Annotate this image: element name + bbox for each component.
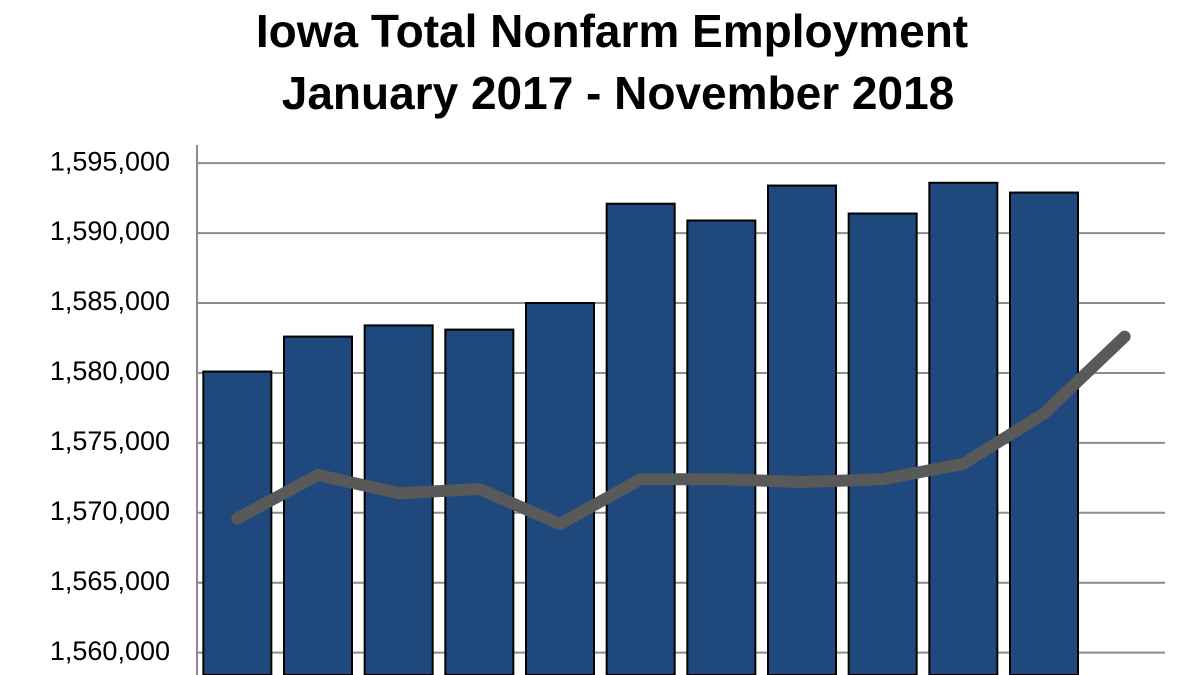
bar	[847, 212, 918, 675]
y-tick-label: 1,580,000	[50, 356, 170, 386]
bar	[363, 324, 434, 675]
chart-subtitle: January 2017 - November 2018	[282, 67, 955, 119]
bar	[283, 335, 353, 675]
bar	[605, 202, 676, 675]
y-tick-label: 1,575,000	[50, 426, 170, 456]
line	[231, 330, 1131, 530]
y-tick-label: 1,590,000	[50, 216, 170, 246]
y-tick-label: 1,565,000	[50, 566, 170, 596]
y-tick-label: 1,570,000	[50, 496, 170, 526]
chart-title: Iowa Total Nonfarm Employment	[256, 5, 968, 57]
y-tick-label: 1,585,000	[50, 286, 170, 316]
y-tick-label: 1,560,000	[50, 636, 170, 666]
bar	[525, 302, 595, 675]
bar	[928, 181, 999, 675]
bar	[686, 219, 757, 675]
bar	[202, 370, 273, 675]
bar	[767, 184, 837, 675]
y-tick-label: 1,595,000	[50, 146, 170, 176]
